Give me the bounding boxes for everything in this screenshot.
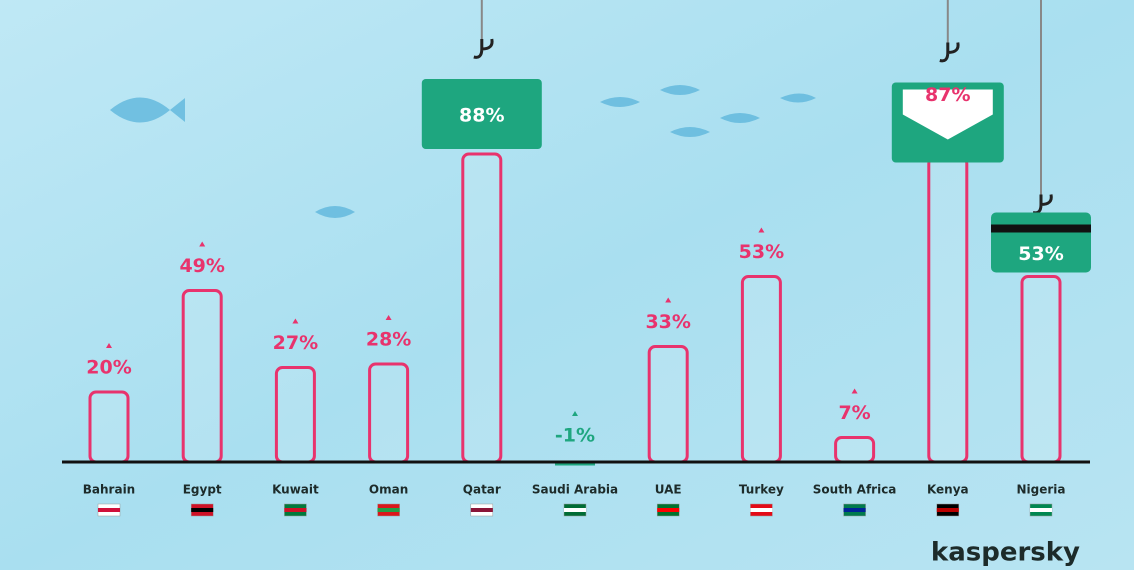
bar [276, 368, 314, 463]
flag-stripe [191, 508, 213, 512]
x-tick-label: Oman [369, 483, 408, 497]
flag-stripe [750, 508, 772, 512]
flag-stripe [98, 508, 120, 512]
value-label: 33% [645, 311, 690, 333]
value-label: 20% [86, 357, 131, 379]
bar [742, 277, 780, 463]
bar [183, 291, 221, 463]
value-label: 49% [179, 255, 224, 277]
bar [836, 438, 874, 463]
bar [370, 364, 408, 462]
brand-logo: kaspersky [931, 538, 1080, 568]
value-label: -1% [555, 425, 595, 447]
value-label: 27% [273, 332, 318, 354]
x-tick-label: Turkey [739, 483, 784, 497]
flag-stripe [471, 508, 493, 512]
flag-stripe [378, 508, 400, 512]
chart: kaspersky 20% Bahrain 49% Egypt 27% Kuwait 28%… [0, 0, 1134, 570]
x-tick-label: UAE [655, 483, 682, 497]
x-tick-label: Saudi Arabia [532, 483, 618, 497]
value-label: 53% [739, 241, 784, 263]
x-tick-label: Kenya [927, 483, 969, 497]
value-label: 53% [1018, 243, 1063, 265]
card-stripe [991, 225, 1091, 233]
x-tick-label: Bahrain [83, 483, 135, 497]
value-label: 87% [925, 84, 970, 106]
flag-stripe [1030, 508, 1052, 512]
value-label: 28% [366, 329, 411, 351]
bar [463, 154, 501, 462]
bar [90, 392, 128, 462]
bar [649, 347, 687, 463]
flag-stripe [844, 508, 866, 512]
value-label: 7% [838, 402, 870, 424]
x-tick-label: South Africa [813, 483, 897, 497]
flag-stripe [657, 508, 679, 512]
flag-stripe [937, 508, 959, 512]
bar [929, 158, 967, 463]
flag-stripe [564, 508, 586, 512]
x-tick-label: Qatar [463, 483, 501, 497]
flag-stripe [284, 508, 306, 512]
bar [1022, 277, 1060, 463]
value-label: 88% [459, 105, 504, 127]
x-tick-label: Kuwait [272, 483, 319, 497]
x-tick-label: Nigeria [1016, 483, 1065, 497]
x-tick-label: Egypt [183, 483, 222, 497]
